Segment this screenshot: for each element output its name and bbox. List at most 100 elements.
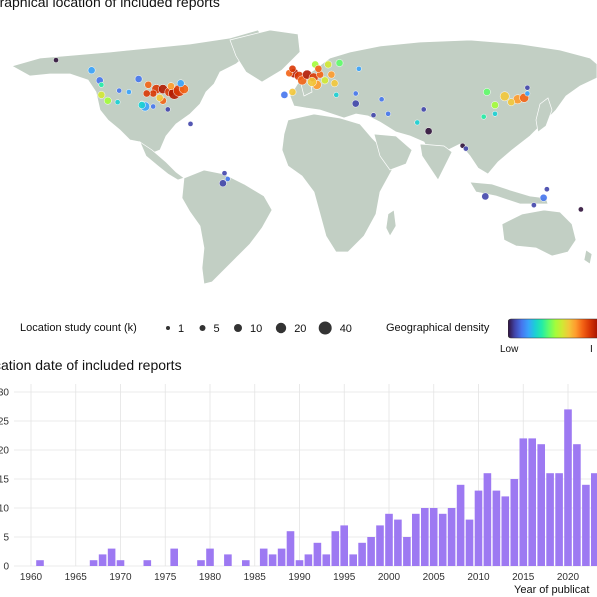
bar-1998 (367, 537, 375, 566)
bar-2023 (591, 473, 597, 566)
map-point (144, 80, 153, 89)
land-madagascar (385, 209, 397, 237)
land-central-america (139, 141, 185, 181)
size-legend-label: Location study count (k) (20, 322, 137, 334)
map-point (578, 206, 584, 213)
bar-1987 (268, 554, 277, 566)
map-title: ographical location of included reports (0, 0, 220, 10)
bars-layer (36, 409, 597, 566)
bar-2002 (403, 537, 411, 566)
size-legend-value: 40 (340, 323, 352, 335)
map-point (221, 170, 228, 177)
x-tick-label: 2015 (512, 572, 535, 583)
map-point (414, 119, 421, 126)
x-tick-labels: 1960 1965 1970 1975 1980 1985 1990 1995 2000 2005… (20, 572, 580, 583)
bar-1984 (242, 560, 250, 566)
y-tick-label: 15 (0, 475, 9, 486)
land-layer (11, 29, 597, 285)
y-tick-labels: 0 5 10 15 20 25 30 (0, 388, 9, 573)
bar-2007 (447, 508, 456, 566)
density-legend-label: Geographical density (386, 322, 490, 334)
bar-2006 (438, 513, 447, 566)
bar-1995 (340, 525, 348, 566)
x-tick-label: 2010 (467, 572, 490, 583)
bar-2003 (412, 513, 420, 566)
x-tick-label: 1990 (288, 572, 311, 583)
density-legend-low: Low (500, 344, 519, 355)
bar-2010 (474, 490, 483, 566)
map-point (167, 82, 175, 91)
bar-2000 (385, 513, 393, 566)
map-point (370, 112, 377, 119)
map-point (356, 65, 362, 72)
land-greenland (229, 29, 301, 83)
bar-1990 (295, 560, 304, 566)
map-point (531, 202, 537, 208)
map-point (524, 84, 531, 91)
map-point (155, 93, 164, 102)
x-axis-label: Year of publicat (514, 584, 589, 596)
bar-2008 (456, 484, 465, 566)
size-legend-dot (318, 321, 332, 335)
y-tick-label: 5 (3, 533, 9, 544)
map-point (327, 70, 336, 79)
x-tick-label: 1995 (333, 572, 356, 583)
map-point (378, 96, 385, 103)
x-tick-label: 1970 (109, 572, 132, 583)
plot-panel (14, 384, 597, 568)
map-point (149, 89, 158, 98)
map-point (116, 87, 123, 94)
size-legend-dot (234, 324, 242, 332)
land-australia (501, 209, 577, 257)
map-point (385, 110, 391, 117)
size-legend-value: 10 (250, 323, 262, 335)
land-arabia (373, 133, 413, 171)
x-tick-label: 1965 (65, 572, 88, 583)
map-point (97, 91, 106, 99)
map-point (544, 186, 550, 193)
bar-2015 (519, 438, 528, 566)
x-tick-label: 2005 (423, 572, 446, 583)
bar-1973 (143, 560, 152, 566)
land-south-america (181, 169, 273, 285)
map-point (499, 91, 510, 102)
bar-1988 (277, 548, 286, 566)
map-point (134, 75, 143, 83)
map-point (424, 127, 433, 136)
size-legend: 1 5 10 20 40 (166, 321, 352, 335)
bar-2017 (537, 444, 545, 566)
map-point (481, 192, 490, 201)
bar-2021 (573, 444, 581, 566)
map-point (53, 57, 59, 63)
bar-1968 (98, 554, 107, 566)
map-point (463, 145, 469, 152)
x-tick-label: 1975 (154, 572, 177, 583)
map-point (483, 88, 491, 96)
map-point (351, 99, 360, 108)
map-point (524, 90, 531, 97)
map-point (492, 110, 498, 117)
world-map (11, 29, 597, 285)
bar-1980 (206, 548, 214, 566)
map-point (480, 113, 487, 120)
bar-1996 (349, 554, 357, 566)
map-point (288, 64, 297, 73)
x-tick-label: 2000 (378, 572, 401, 583)
map-point (114, 99, 121, 106)
map-point (224, 176, 231, 182)
bar-1970 (116, 560, 125, 566)
land-africa (281, 113, 399, 253)
land-japan (535, 97, 553, 133)
bar-2013 (501, 496, 510, 566)
land-north-america (11, 29, 266, 155)
map-point (314, 64, 323, 73)
bar-1997 (358, 542, 366, 566)
bar-2014 (510, 479, 519, 566)
land-new-zealand (583, 249, 593, 265)
map-point (176, 79, 185, 88)
map-point (150, 103, 157, 110)
bar-2020 (564, 409, 572, 566)
y-tick-label: 20 (0, 446, 9, 457)
map-point (98, 81, 105, 88)
bar-1969 (107, 548, 116, 566)
